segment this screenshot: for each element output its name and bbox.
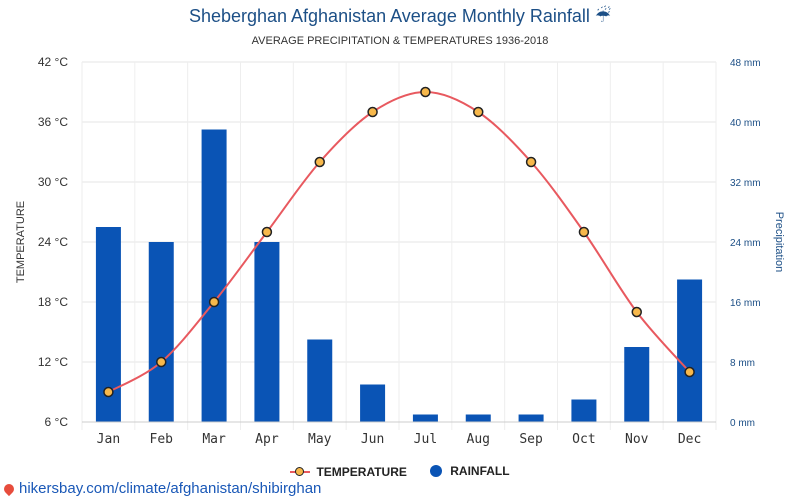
y-right-axis-title: Precipitation bbox=[773, 212, 785, 273]
y-left-tick-label: 42 °C bbox=[38, 55, 68, 69]
y-right-tick-label: 24 mm bbox=[730, 238, 761, 249]
legend-item-rainfall[interactable]: RAINFALL bbox=[430, 464, 510, 478]
temperature-point bbox=[367, 106, 378, 118]
temperature-point bbox=[208, 296, 220, 308]
rainfall-bar bbox=[360, 384, 386, 422]
x-tick-label: Dec bbox=[678, 432, 701, 447]
y-left-tick-label: 24 °C bbox=[38, 235, 68, 249]
chart-legend: TEMPERATURE RAINFALL bbox=[0, 464, 800, 480]
temperature-line-icon bbox=[290, 467, 311, 477]
rainfall-bar bbox=[465, 414, 491, 422]
y-left-tick-label: 12 °C bbox=[38, 355, 68, 369]
y-right-tick-label: 32 mm bbox=[730, 178, 761, 189]
y-right-tick-label: 48 mm bbox=[730, 58, 761, 69]
chart-title-text: Sheberghan Afghanistan Average Monthly R… bbox=[188, 6, 590, 26]
rainfall-dot-icon bbox=[430, 465, 443, 477]
rainfall-bar bbox=[412, 414, 438, 422]
rainfall-bar bbox=[307, 339, 333, 422]
temperature-point bbox=[314, 156, 325, 168]
legend-label-rainfall: RAINFALL bbox=[450, 464, 510, 478]
temperature-point bbox=[631, 306, 642, 318]
x-tick-label: Jun bbox=[361, 432, 384, 447]
temperature-point bbox=[103, 386, 114, 398]
y-left-tick-label: 36 °C bbox=[38, 115, 68, 129]
rainfall-bar bbox=[518, 414, 544, 422]
x-tick-label: Nov bbox=[625, 432, 649, 447]
legend-label-temperature: TEMPERATURE bbox=[316, 465, 407, 479]
temperature-point bbox=[420, 86, 431, 98]
rainfall-bar bbox=[201, 129, 227, 422]
temperature-point bbox=[684, 366, 695, 378]
y-left-axis-title: TEMPERATURE bbox=[15, 201, 27, 283]
rainfall-bar bbox=[571, 399, 597, 422]
temperature-point bbox=[578, 226, 590, 238]
x-tick-label: Sep bbox=[519, 432, 543, 447]
y-right-tick-label: 0 mm bbox=[730, 418, 755, 429]
chart-svg: 6 °C 12 °C 18 °C 24 °C 30 °C 36 °C 42 °C 0 mm 8 … bbox=[15, 55, 785, 447]
x-tick-label: Jul bbox=[414, 432, 437, 447]
x-tick-label: May bbox=[308, 432, 332, 447]
y-right-tick-label: 16 mm bbox=[730, 298, 761, 309]
y-left-tick-label: 30 °C bbox=[38, 175, 68, 189]
y-right-tick-label: 40 mm bbox=[730, 118, 761, 129]
temperature-point bbox=[156, 356, 167, 368]
source-link[interactable]: hikersbay.com/climate/afghanistan/shibir… bbox=[1, 480, 322, 497]
rainfall-bar bbox=[254, 242, 280, 422]
temperature-point bbox=[525, 156, 537, 168]
x-tick-label: Oct bbox=[572, 432, 595, 447]
temperature-point bbox=[473, 106, 484, 118]
chart-subtitle: AVERAGE PRECIPITATION & TEMPERATURES 193… bbox=[251, 35, 549, 47]
x-tick-label: Apr bbox=[255, 432, 279, 447]
legend-item-temperature[interactable]: TEMPERATURE bbox=[290, 465, 407, 479]
rainfall-bar bbox=[677, 279, 703, 422]
location-pin-icon bbox=[1, 481, 17, 496]
x-tick-label: Mar bbox=[202, 432, 226, 447]
x-tick-label: Feb bbox=[150, 432, 174, 447]
y-left-tick-label: 18 °C bbox=[38, 295, 68, 309]
x-tick-label: Jan bbox=[97, 432, 120, 447]
source-link-text: hikersbay.com/climate/afghanistan/shibir… bbox=[19, 480, 322, 497]
y-left-tick-label: 6 °C bbox=[45, 415, 69, 429]
rainfall-bar bbox=[148, 242, 174, 422]
temperature-point bbox=[261, 226, 273, 238]
umbrella-rain-icon: ☔ bbox=[594, 6, 612, 26]
rainfall-bar bbox=[624, 347, 650, 422]
x-tick-label: Aug bbox=[467, 432, 490, 447]
y-right-tick-label: 8 mm bbox=[730, 358, 755, 369]
chart-title: Sheberghan Afghanistan Average Monthly R… bbox=[0, 6, 800, 27]
